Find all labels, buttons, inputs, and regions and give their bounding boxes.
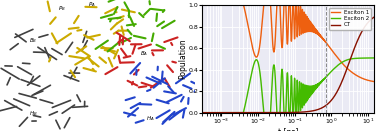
- Text: $P_A$: $P_A$: [88, 1, 95, 9]
- Text: $H_A$: $H_A$: [146, 114, 155, 123]
- Text: $B_B$: $B_B$: [29, 36, 37, 45]
- Text: $P_B$: $P_B$: [59, 4, 66, 13]
- Legend: Exciton 1, Exciton 2, CT: Exciton 1, Exciton 2, CT: [329, 8, 372, 30]
- Text: $H_B$: $H_B$: [29, 109, 38, 118]
- X-axis label: t [ps]: t [ps]: [278, 127, 298, 131]
- Text: $B_A$: $B_A$: [140, 49, 148, 58]
- Y-axis label: Population: Population: [178, 39, 187, 79]
